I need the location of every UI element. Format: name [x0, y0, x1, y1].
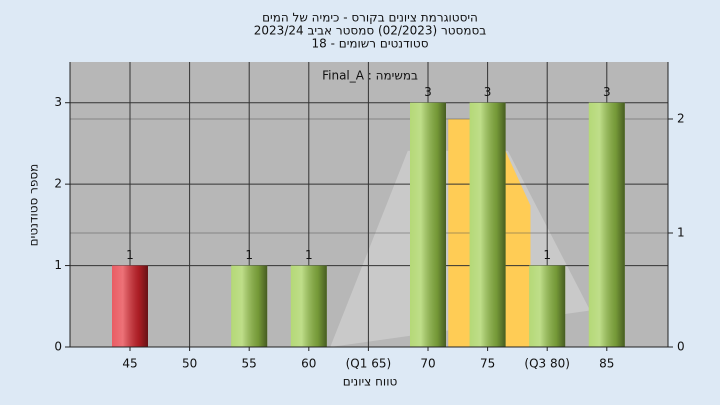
x-tick-label: 85: [599, 357, 614, 371]
x-tick-label: 45: [122, 357, 137, 371]
bar-shade: [290, 265, 327, 347]
y-tick-label: 2: [54, 177, 62, 191]
x-tick-label: 60: [301, 357, 316, 371]
value-label: 3: [603, 85, 611, 99]
x-tick-label: 55: [242, 357, 257, 371]
y-tick-label: 1: [54, 258, 62, 272]
y2-tick-label: 0: [677, 340, 685, 354]
chart-title: בסמסטר (02/2023) סמסטר אביב 2023/24: [254, 24, 486, 38]
bar-shade: [469, 102, 506, 347]
x-tick-label: (Q3 80): [524, 357, 570, 371]
y-tick-label: 0: [54, 340, 62, 354]
x-tick-label: 50: [182, 357, 197, 371]
value-label: 1: [245, 248, 253, 262]
bar-shade: [410, 102, 446, 347]
y-axis-label: מספר סטודנטים: [27, 164, 41, 247]
bar-shade: [529, 265, 566, 347]
chart-title: היסטוגרמת ציונים בקורס - כימיה של המים: [262, 11, 478, 25]
x-tick-label: (Q1 65): [346, 357, 392, 371]
y-tick-label: 3: [54, 95, 62, 109]
bar-shade: [588, 102, 625, 347]
value-label: 1: [126, 248, 134, 262]
value-label: 1: [305, 248, 313, 262]
y2-tick-label: 1: [677, 226, 685, 240]
chart-title: סטודנטים רשומים - 18: [311, 37, 428, 51]
x-tick-label: 70: [420, 357, 435, 371]
x-axis-label: טווח ציונים: [343, 375, 398, 389]
y2-tick-label: 2: [677, 112, 685, 126]
value-label: 3: [424, 85, 432, 99]
annotation: Final_A : במשימה: [322, 69, 418, 83]
bar-shade: [112, 265, 148, 347]
bar-shade: [231, 265, 268, 347]
x-tick-label: 75: [480, 357, 495, 371]
value-label: 3: [484, 85, 492, 99]
value-label: 1: [543, 248, 551, 262]
